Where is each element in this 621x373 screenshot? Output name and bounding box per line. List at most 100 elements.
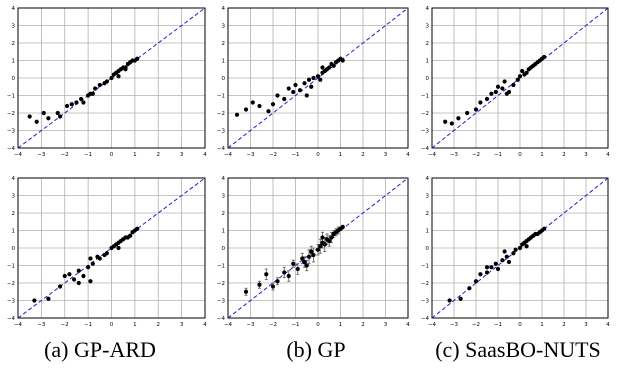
data-point [93, 86, 98, 91]
data-point [79, 96, 84, 102]
data-point [234, 112, 240, 117]
y-tick-label: −3 [421, 129, 430, 135]
y-tick-label: −1 [7, 94, 15, 100]
data-point [311, 75, 316, 81]
data-point [32, 298, 37, 303]
y-tick-label: 2 [222, 41, 226, 47]
data-point [109, 75, 114, 81]
data-point [502, 79, 507, 84]
data-point [484, 270, 490, 275]
data-point [309, 84, 314, 89]
data-point [306, 254, 312, 259]
y-tick-label: −3 [217, 129, 226, 135]
x-tick-label: 4 [406, 152, 410, 158]
x-tick-label: −1 [494, 152, 502, 158]
x-tick-label: 2 [562, 322, 566, 328]
data-point [46, 116, 51, 121]
data-point [311, 252, 316, 258]
data-point [302, 81, 307, 86]
y-tick-label: 4 [222, 6, 226, 12]
y-tick-label: 4 [426, 176, 430, 182]
y-tick-label: −3 [421, 299, 430, 305]
data-point [257, 103, 262, 109]
x-tick-label: 4 [406, 322, 410, 328]
y-tick-label: −1 [7, 264, 15, 270]
scatter-panel-3: −4 −3 −2 −1 0 1 2 3 4 −4 −3 −2 −1 0 1 2 3 4 [421, 6, 610, 158]
data-point [41, 110, 46, 116]
data-point [123, 67, 128, 72]
data-point [456, 116, 461, 121]
y-tick-label: 3 [222, 194, 226, 200]
x-tick-label: −4 [224, 152, 233, 158]
y-tick-label: −1 [421, 264, 429, 270]
y-tick-label: 1 [426, 229, 430, 235]
y-tick-label: 2 [222, 211, 226, 217]
x-tick-label: 3 [180, 152, 184, 158]
y-tick-label: −2 [217, 281, 225, 287]
x-tick-label: 0 [316, 152, 320, 158]
data-point [304, 263, 309, 268]
x-tick-label: −2 [61, 152, 69, 158]
y-tick-label: 1 [222, 229, 226, 235]
x-tick-label: 1 [133, 152, 137, 158]
data-point [264, 272, 269, 277]
data-point [72, 277, 77, 282]
data-point [320, 65, 325, 70]
data-point [116, 245, 121, 251]
data-point [484, 265, 490, 270]
plot-frame [17, 7, 206, 149]
y-tick-label: −2 [421, 111, 429, 117]
data-point [493, 261, 498, 266]
y-tick-label: 0 [426, 76, 430, 82]
data-point [443, 119, 448, 124]
x-tick-label: −2 [269, 322, 277, 328]
y-tick-label: 3 [426, 194, 430, 200]
data-point [81, 100, 86, 105]
data-point [484, 96, 490, 102]
y-tick-label: −3 [7, 299, 16, 305]
data-point [495, 84, 501, 89]
data-point [128, 233, 133, 238]
y-tick-label: 0 [12, 246, 16, 252]
data-point [449, 121, 454, 126]
y-tick-label: 4 [222, 176, 226, 182]
y-tick-label: 0 [222, 246, 226, 252]
data-point [57, 284, 63, 289]
data-point [542, 54, 547, 60]
data-point [282, 270, 287, 275]
x-tick-label: 2 [157, 152, 161, 158]
y-tick-label: −1 [421, 94, 429, 100]
data-point [520, 68, 525, 74]
data-point [473, 279, 479, 284]
data-point [46, 296, 51, 301]
data-point [315, 74, 321, 79]
x-tick-label: 3 [584, 322, 588, 328]
x-tick-label: −2 [472, 152, 480, 158]
data-point [81, 273, 86, 279]
data-point [304, 93, 309, 98]
data-point [97, 82, 102, 88]
scatter-panel-1: −4 −3 −2 −1 0 1 2 3 4 −4 −3 −2 −1 0 1 2 3 4 [7, 6, 207, 158]
y-tick-label: −2 [217, 111, 225, 117]
y-tick-label: 1 [426, 59, 430, 65]
data-point [478, 272, 483, 277]
y-tick-label: −4 [217, 316, 226, 322]
x-tick-label: 1 [339, 322, 343, 328]
data-point [27, 114, 32, 119]
y-tick-label: 1 [12, 229, 16, 235]
y-tick-label: −4 [421, 146, 430, 152]
plot-frame [431, 177, 609, 319]
data-point [62, 273, 67, 279]
y-tick-label: 0 [222, 76, 226, 82]
data-point [291, 89, 296, 95]
data-point [297, 88, 303, 93]
y-tick-label: 2 [12, 211, 16, 217]
x-tick-label: 0 [316, 322, 320, 328]
y-tick-label: −1 [217, 264, 225, 270]
data-point [282, 96, 287, 102]
data-point [257, 282, 262, 287]
x-tick-label: 2 [157, 322, 161, 328]
data-point [340, 224, 345, 230]
data-point [340, 58, 345, 63]
data-point [511, 82, 516, 88]
